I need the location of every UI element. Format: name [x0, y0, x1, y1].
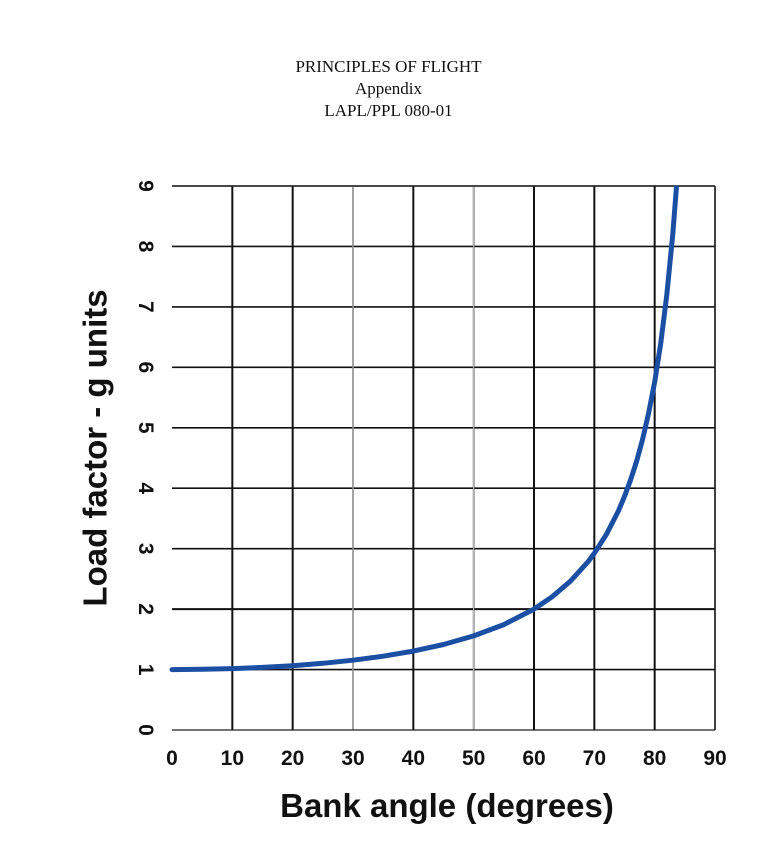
y-axis-title: Load factor - g units — [77, 289, 114, 606]
x-tick-label-50: 50 — [462, 747, 485, 770]
y-tick-label-4: 4 — [134, 482, 157, 494]
y-tick-label-7: 7 — [134, 301, 157, 313]
y-tick-label-0: 0 — [134, 724, 157, 736]
plot-frame — [172, 185, 716, 731]
x-tick-label-30: 30 — [341, 747, 364, 770]
y-tick-label-9: 9 — [134, 180, 157, 192]
series-layer — [169, 185, 679, 673]
x-axis-title: Bank angle (degrees) — [280, 787, 614, 824]
header-title: PRINCIPLES OF FLIGHT — [295, 57, 482, 76]
y-tick-label-3: 3 — [134, 543, 157, 555]
y-tick-label-6: 6 — [134, 361, 157, 373]
x-tick-label-70: 70 — [583, 747, 606, 770]
y-tick-label-5: 5 — [134, 422, 157, 434]
y-tick-labels: 0 1 2 3 4 5 6 7 8 9 — [134, 180, 157, 736]
series-line-0 — [169, 185, 679, 673]
x-tick-label-20: 20 — [281, 747, 304, 770]
y-tick-label-1: 1 — [134, 664, 157, 676]
header-code: LAPL/PPL 080-01 — [324, 101, 453, 120]
x-tick-label-40: 40 — [402, 747, 425, 770]
x-tick-labels: 0 10 20 30 40 50 60 70 80 90 — [166, 747, 727, 770]
x-tick-label-90: 90 — [703, 747, 726, 770]
grid — [172, 185, 716, 730]
x-tick-label-0: 0 — [166, 747, 178, 770]
x-tick-label-60: 60 — [522, 747, 545, 770]
y-tick-label-2: 2 — [134, 603, 157, 615]
x-tick-label-80: 80 — [643, 747, 666, 770]
header-subtitle: Appendix — [354, 79, 423, 98]
y-tick-label-8: 8 — [134, 241, 157, 253]
x-tick-label-10: 10 — [221, 747, 244, 770]
page-header: PRINCIPLES OF FLIGHT Appendix LAPL/PPL 0… — [0, 56, 777, 122]
